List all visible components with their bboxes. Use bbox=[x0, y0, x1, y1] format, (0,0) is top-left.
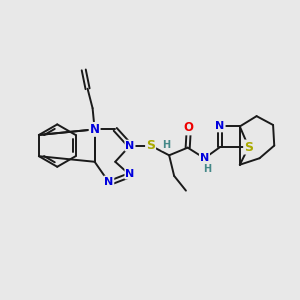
Text: H: H bbox=[203, 164, 211, 174]
Text: N: N bbox=[125, 169, 135, 178]
Text: N: N bbox=[125, 141, 135, 151]
Text: S: S bbox=[244, 141, 253, 154]
Text: N: N bbox=[200, 153, 209, 163]
Text: N: N bbox=[90, 123, 100, 136]
Text: H: H bbox=[162, 140, 170, 150]
Text: O: O bbox=[184, 122, 194, 134]
Text: N: N bbox=[104, 176, 113, 187]
Text: S: S bbox=[146, 139, 155, 152]
Text: N: N bbox=[215, 122, 225, 131]
